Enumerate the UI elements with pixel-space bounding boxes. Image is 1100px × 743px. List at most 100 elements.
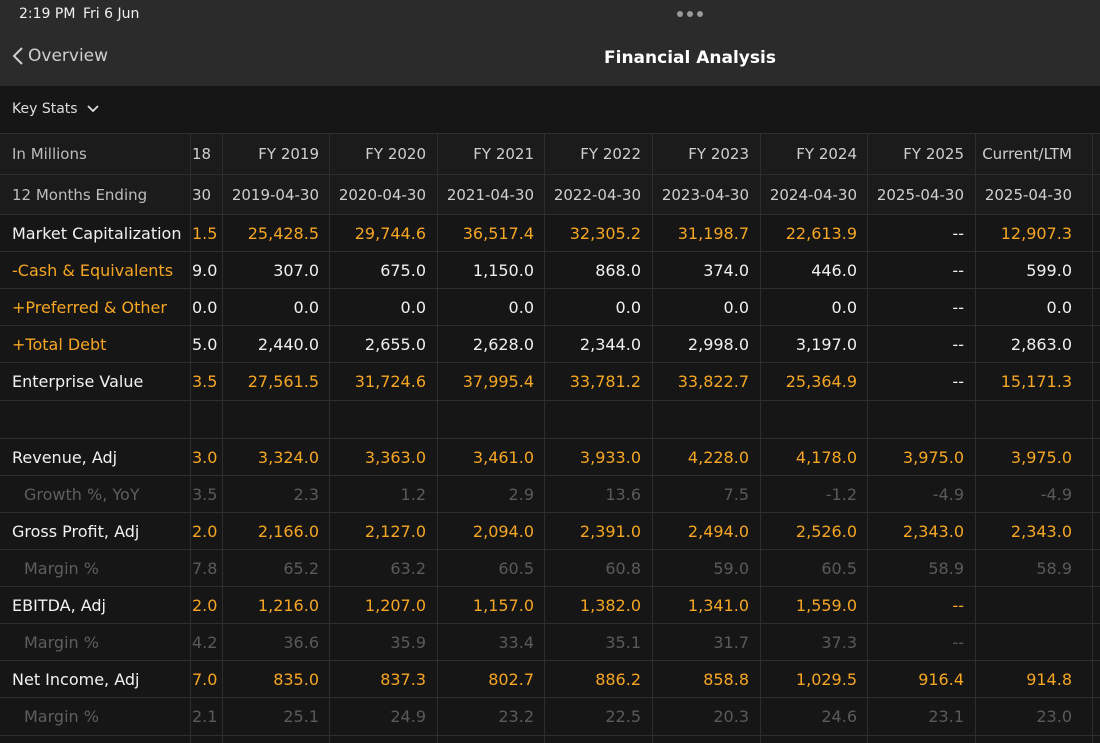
column-divider [329, 134, 330, 743]
table-row: Market Capitalization 1.5 25,428.5 29,744.6… [0, 215, 1100, 252]
table-row: +Total Debt 5.0 2,440.0 2,655.0 2,628.0 2,344… [0, 326, 1100, 363]
value-cell: 22,613.9 [785, 223, 857, 243]
column-header-cell: 2025-04-30 [984, 185, 1072, 204]
value-cell: -- [952, 223, 964, 243]
value-cell: 2,094.0 [472, 521, 534, 541]
value-cell: 2,863.0 [1010, 334, 1072, 354]
value-cell: -- [952, 372, 964, 391]
value-cell [867, 401, 974, 438]
value-cell: 2,166.0 [257, 521, 319, 541]
value-cell [329, 401, 436, 438]
value-cell: 802.7 [488, 669, 534, 689]
value-cell: 32,305.2 [569, 223, 641, 243]
table-row: Margin % 7.8 65.2 63.2 60.5 60.8 59.0 60.5 58.9 5… [0, 550, 1100, 587]
value-cell: 1,157.0 [472, 595, 534, 615]
value-cell: 374.0 [703, 260, 749, 280]
partial-value-cell: 2.0 [192, 595, 218, 615]
column-header-cell: Current/LTM [982, 145, 1072, 163]
value-cell: 3,461.0 [472, 447, 534, 467]
partial-value-cell: 1.5 [192, 223, 218, 243]
chevron-down-icon [86, 105, 99, 113]
value-cell [437, 401, 544, 438]
table-row: Net Income, Adj 7.0 835.0 837.3 802.7 886.2 85… [0, 661, 1100, 698]
row-label: -Cash & Equivalents [0, 252, 190, 288]
column-header-cell: 2021-04-30 [446, 185, 534, 204]
value-cell: 1.2 [400, 484, 426, 504]
period-end-row-label: 12 Months Ending [0, 175, 190, 214]
value-cell: 1,341.0 [687, 595, 749, 615]
value-cell: 25,428.5 [247, 223, 319, 243]
key-stats-label: Key Stats [12, 101, 78, 117]
value-cell: 0.0 [723, 297, 749, 317]
column-header-cell: FY 2021 [473, 145, 534, 163]
column-header-cell: FY 2024 [796, 145, 857, 163]
column-header-cell: FY 2020 [365, 145, 426, 163]
partial-value-cell: 4.2 [192, 632, 218, 652]
column-header-cell: 2019-04-30 [231, 185, 319, 204]
value-cell: 36,517.4 [462, 223, 534, 243]
value-cell [544, 401, 651, 438]
table-row: Enterprise Value 3.5 27,561.5 31,724.6 37,99… [0, 363, 1100, 401]
value-cell: 65.2 [283, 558, 319, 578]
value-cell: 837.3 [380, 669, 426, 689]
value-cell: 599.0 [1026, 260, 1072, 280]
row-label [0, 401, 190, 438]
column-header-cell: 2025-04-30 [876, 185, 964, 204]
value-cell: 0.0 [400, 297, 426, 317]
value-cell: 446.0 [811, 260, 857, 280]
value-cell: 29,744.6 [354, 223, 426, 243]
value-cell: 0.0 [615, 297, 641, 317]
value-cell: 1,382.0 [579, 595, 641, 615]
table-row: Growth %, YoY 3.5 2.3 1.2 2.9 13.6 7.5 -1.2 -4.9… [0, 476, 1100, 513]
value-cell: -- [952, 260, 964, 280]
row-label: EBITDA, Adj [0, 587, 190, 623]
value-cell: 2,343.0 [902, 521, 964, 541]
column-divider [975, 134, 976, 743]
value-cell: 33.4 [498, 632, 534, 652]
column-divider [222, 134, 223, 743]
value-cell: 868.0 [595, 260, 641, 280]
value-cell: -- [952, 334, 964, 354]
row-label: Margin % [0, 624, 190, 660]
column-header-cell: FY 2025 [903, 145, 964, 163]
value-cell: 1,216.0 [257, 595, 319, 615]
column-header-row-label: In Millions [0, 134, 190, 174]
value-cell: 24.6 [821, 707, 857, 726]
value-cell: 3,933.0 [579, 447, 641, 467]
partial-value-cell: 3.5 [192, 372, 218, 391]
row-label: Net Income, Adj [0, 661, 190, 697]
key-stats-bar: Key Stats [0, 86, 1100, 134]
back-label: Overview [28, 46, 109, 66]
value-cell: 33,822.7 [677, 372, 749, 391]
value-cell: 3,975.0 [902, 447, 964, 467]
value-cell: 27,561.5 [247, 372, 319, 391]
column-divider [652, 134, 653, 743]
back-button[interactable]: Overview [12, 46, 108, 66]
partial-column-cell: 30 [192, 185, 212, 204]
value-cell: 60.5 [498, 558, 534, 578]
value-cell: 31.7 [713, 632, 749, 652]
financial-table[interactable]: In Millions 18 FY 2019 FY 2020 FY 2021 FY 202… [0, 134, 1100, 743]
row-label: Market Capitalization [0, 215, 190, 251]
chevron-left-icon [12, 47, 23, 65]
value-cell: 3,324.0 [257, 447, 319, 467]
value-cell: 2,440.0 [257, 334, 319, 354]
partial-column-cell: 18 [192, 145, 212, 163]
partial-value-cell: 0.0 [192, 297, 218, 317]
partial-value-cell: 3.0 [192, 447, 218, 467]
column-header-row: In Millions 18 FY 2019 FY 2020 FY 2021 FY 202… [0, 134, 1100, 175]
key-stats-dropdown[interactable]: Key Stats [12, 101, 100, 117]
row-label: +Preferred & Other [0, 289, 190, 325]
value-cell: 2.3 [293, 484, 319, 504]
value-cell: 60.5 [821, 558, 857, 578]
column-header-cell: 2023-04-30 [661, 185, 749, 204]
table-row: Revenue, Adj 3.0 3,324.0 3,363.0 3,461.0 3,93… [0, 439, 1100, 476]
value-cell: 24.9 [390, 707, 426, 726]
value-cell: 0.0 [293, 297, 319, 317]
value-cell: 2,655.0 [364, 334, 426, 354]
table-row: Margin % 2.1 25.1 24.9 23.2 22.5 20.3 24.6 23.1 2… [0, 698, 1100, 736]
value-cell: 886.2 [595, 669, 641, 689]
status-bar: 2:19 PM Fri 6 Jun [0, 0, 1100, 28]
multitasking-dots-icon[interactable] [677, 11, 703, 17]
value-cell: 2,391.0 [579, 521, 641, 541]
